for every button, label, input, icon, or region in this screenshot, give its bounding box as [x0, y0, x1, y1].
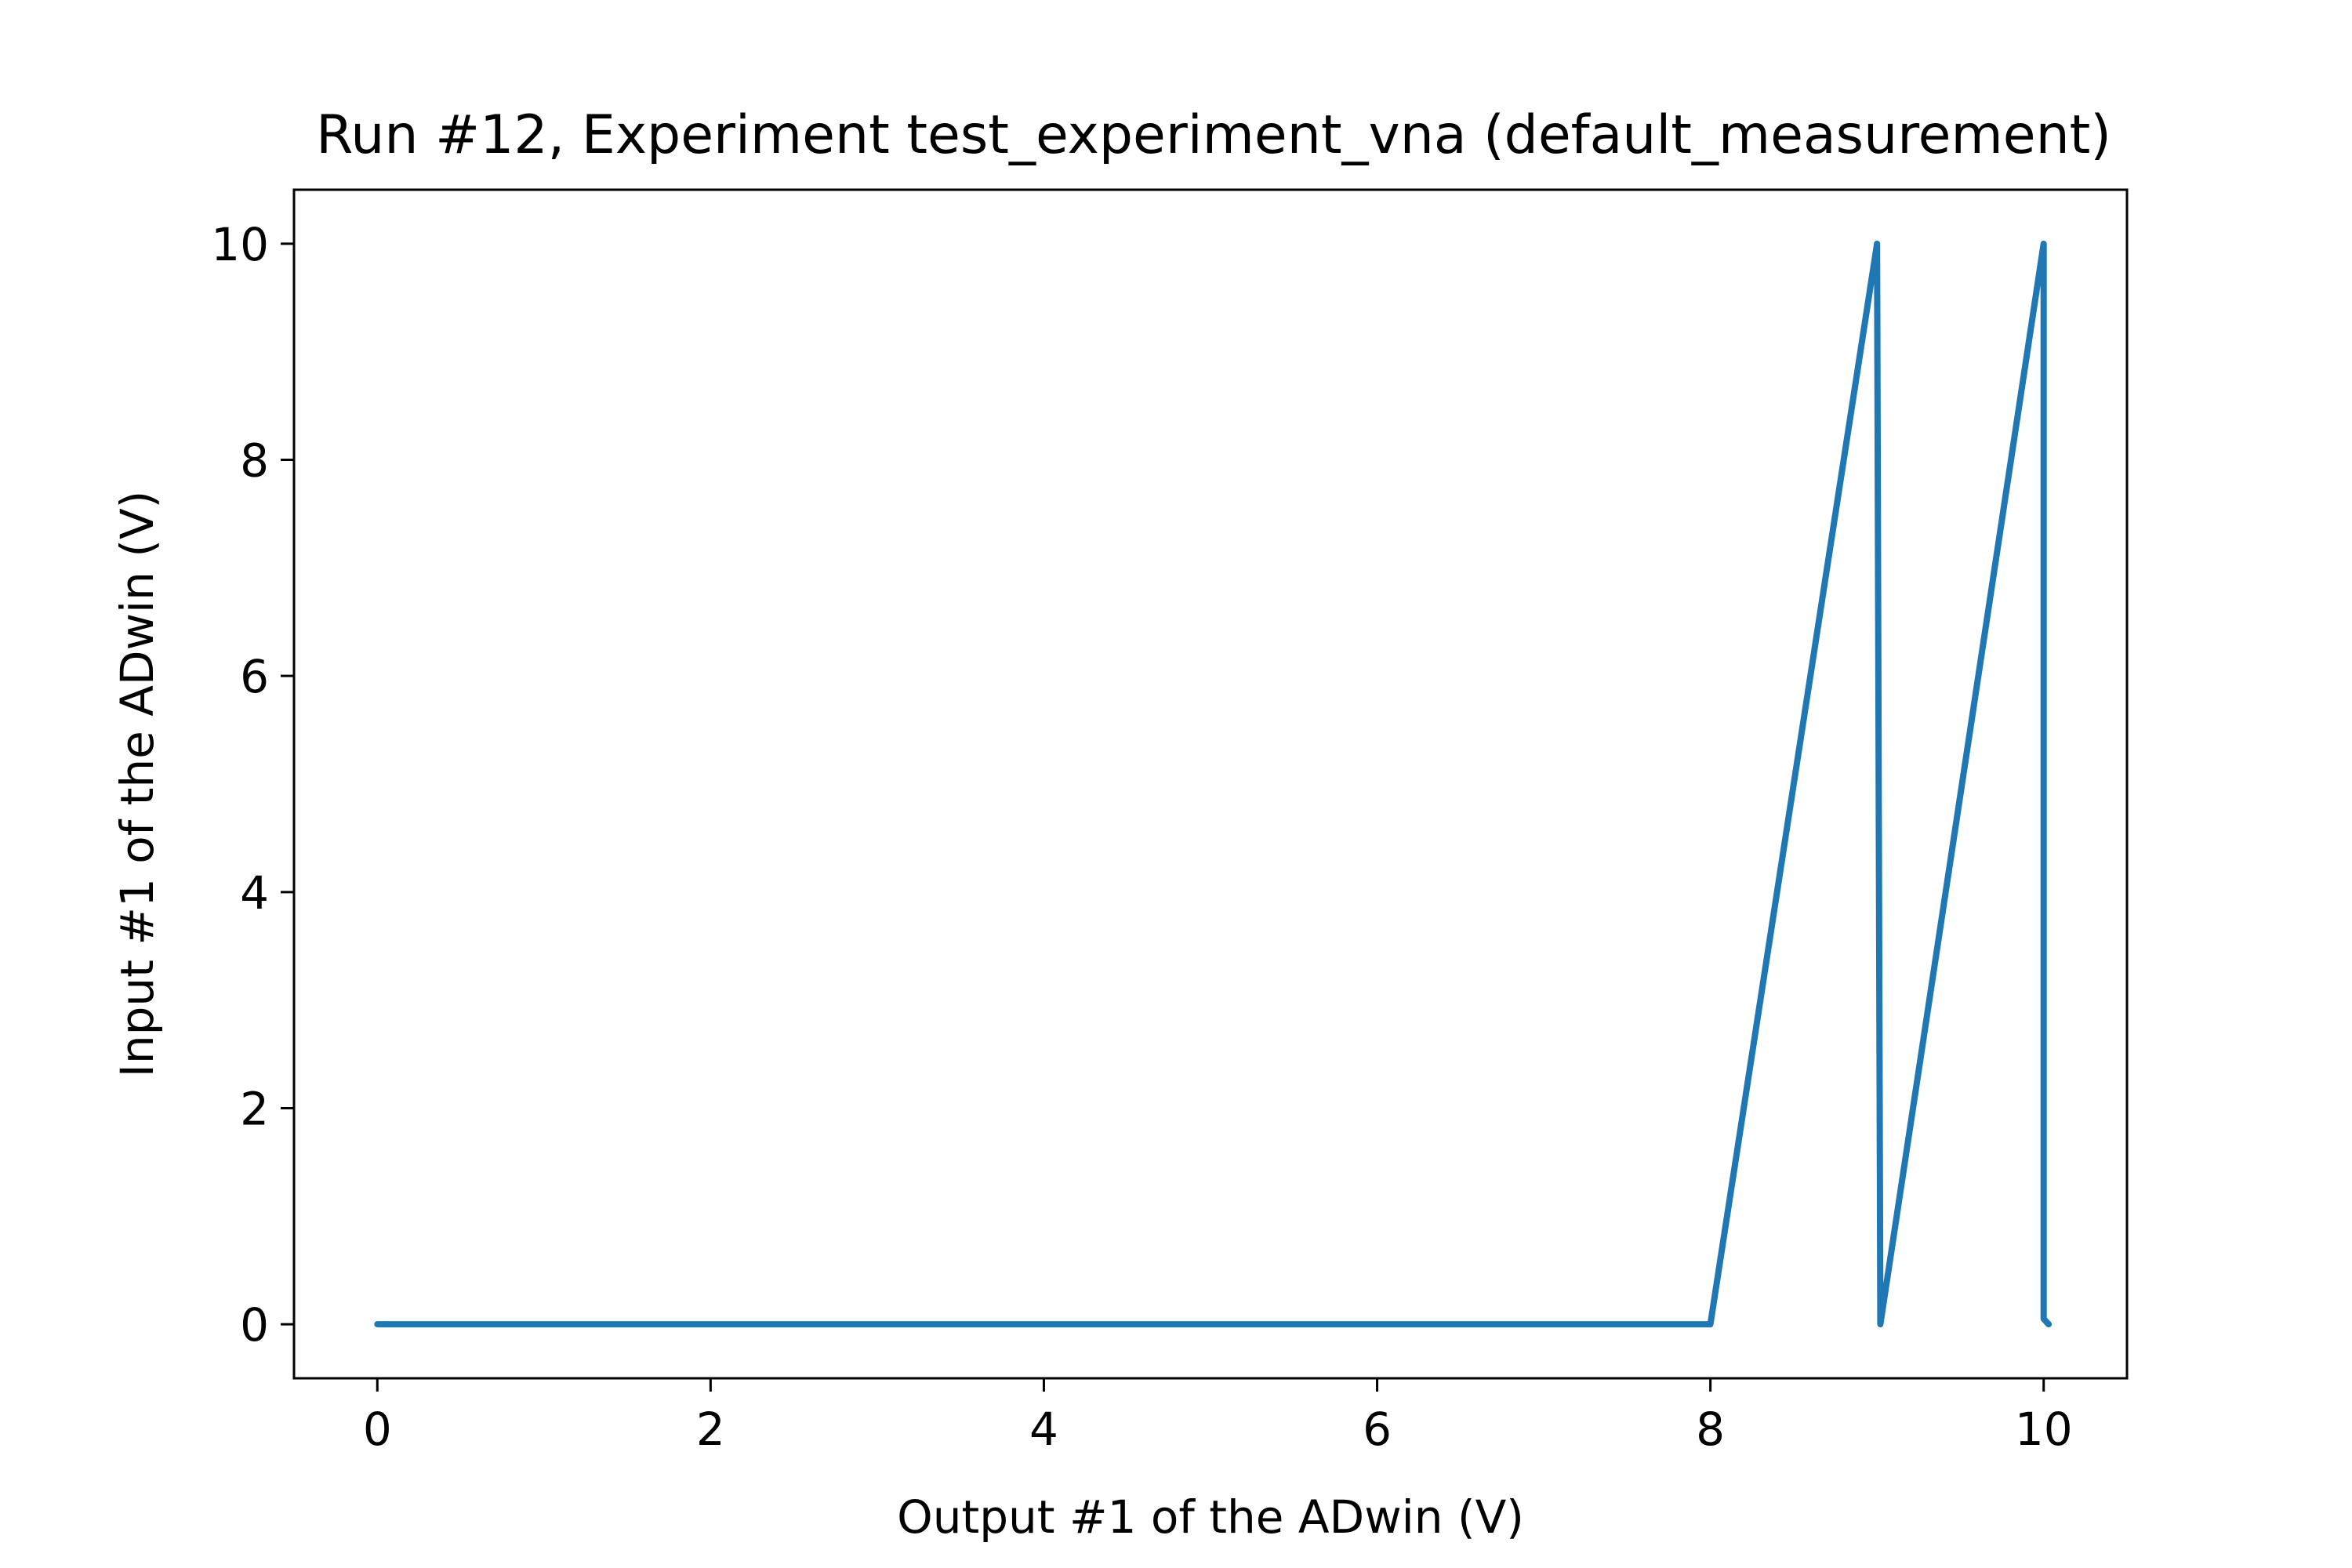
- x-tick-label: 4: [1029, 1403, 1058, 1456]
- plot-area: [292, 188, 2129, 1380]
- chart-title: Run #12, Experiment test_experiment_vna …: [316, 104, 2111, 166]
- y-tick-label: 8: [240, 434, 269, 488]
- x-tick-label: 0: [363, 1403, 392, 1456]
- x-tick-label: 10: [2015, 1403, 2073, 1456]
- x-tick-label: 6: [1363, 1403, 1392, 1456]
- y-tick-label: 6: [240, 650, 269, 703]
- y-tick-label: 2: [240, 1082, 269, 1135]
- y-tick-label: 10: [211, 218, 269, 271]
- axes-frame: [292, 188, 2129, 1380]
- y-tick-label: 0: [240, 1298, 269, 1352]
- y-axis-label: Input #1 of the ADwin (V): [111, 491, 164, 1078]
- x-tick-label: 8: [1696, 1403, 1725, 1456]
- x-axis-ticks: 0 2 4 6 8 10: [363, 1378, 2073, 1456]
- series-line-0: [374, 240, 2053, 1328]
- x-tick-label: 2: [696, 1403, 725, 1456]
- x-axis-label: Output #1 of the ADwin (V): [897, 1490, 1524, 1544]
- y-tick-label: 4: [240, 866, 269, 920]
- y-axis-ticks: 0 2 4 6 8 10: [211, 218, 294, 1352]
